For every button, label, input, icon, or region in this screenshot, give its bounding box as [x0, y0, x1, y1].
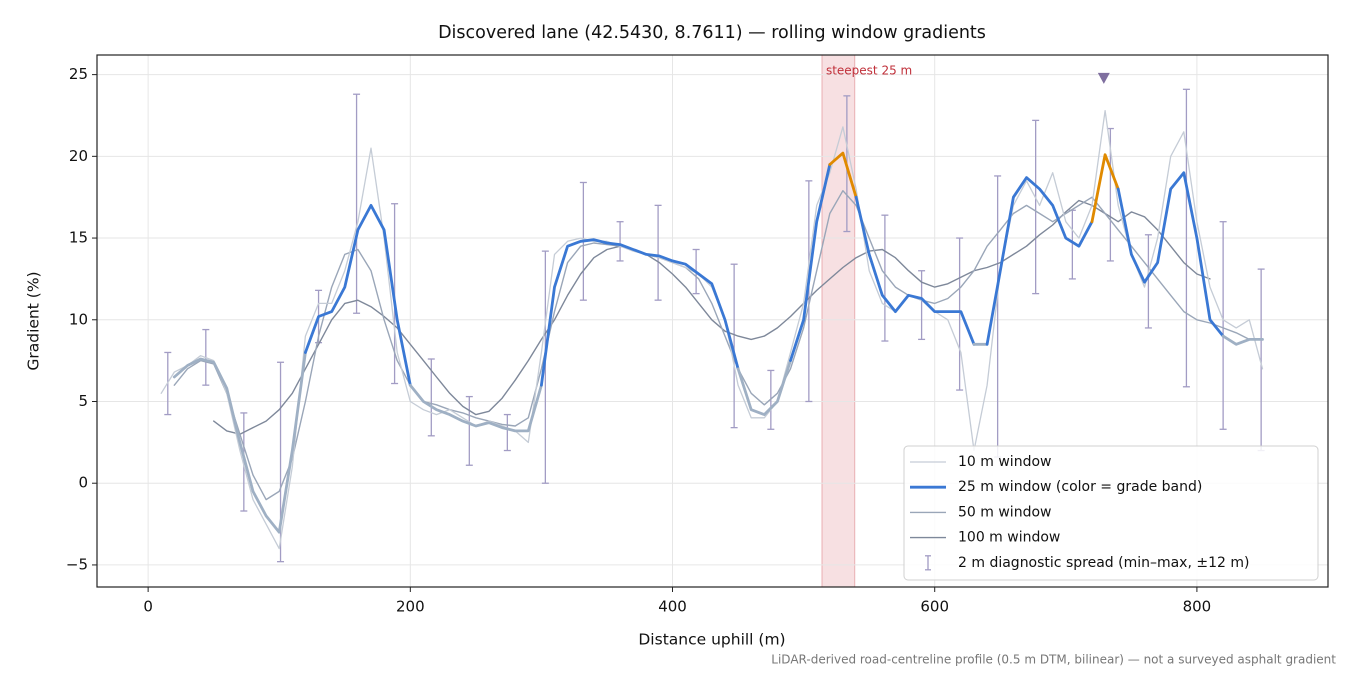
error-bar [805, 180, 813, 403]
error-bar [654, 204, 662, 301]
error-bar [1257, 268, 1265, 452]
error-bar [353, 93, 361, 314]
series-line-band [1221, 334, 1264, 346]
x-tick-label: 400 [658, 598, 687, 616]
error-bar [465, 395, 473, 466]
footnote: LiDAR-derived road-centreline profile (0… [771, 653, 1336, 667]
series-line-band [1116, 171, 1225, 338]
y-tick-label: 25 [69, 65, 88, 83]
legend-label: 25 m window (color = grade band) [958, 479, 1202, 495]
y-tick-label: 20 [69, 147, 88, 165]
plot-frame [96, 54, 1329, 588]
series-line-band [304, 204, 412, 387]
error-bar [956, 237, 964, 391]
series-line-band [540, 238, 740, 387]
chart-title: Discovered lane (42.5430, 8.7611) — roll… [438, 23, 986, 43]
series-line-band [1090, 153, 1120, 224]
error-bar [616, 221, 624, 262]
error-bar [1032, 119, 1040, 295]
error-bar [918, 270, 926, 341]
y-tick-label: 10 [69, 310, 88, 328]
series-line-band [172, 351, 307, 534]
y-tick-label: 0 [78, 474, 88, 492]
y-tick-label: −5 [66, 555, 88, 573]
legend-label: 2 m diagnostic spread (min–max, ±12 m) [958, 555, 1249, 571]
highlight-label: steepest 25 m [826, 64, 912, 78]
series-line-band [828, 151, 858, 199]
x-tick-label: 600 [920, 598, 949, 616]
error-bar [503, 413, 511, 452]
legend-label: 100 m window [958, 530, 1060, 546]
series-line [213, 199, 1211, 435]
error-bar [541, 250, 549, 484]
series-line-band [408, 383, 543, 433]
error-bar [427, 358, 435, 437]
x-tick-label: 800 [1183, 598, 1212, 616]
legend-label: 50 m window [958, 504, 1051, 520]
y-tick-label: 15 [69, 229, 88, 247]
error-bar [881, 214, 889, 342]
series-line-band [854, 195, 976, 346]
series-line-band [789, 163, 832, 362]
error-bar [1182, 88, 1190, 388]
legend-box [903, 445, 1319, 581]
legend-label: 10 m window [958, 454, 1051, 470]
x-tick-label: 200 [396, 598, 425, 616]
series-line-band [985, 176, 1094, 346]
x-tick-label: 0 [143, 598, 153, 616]
highlight-span [821, 54, 856, 588]
error-bar [1144, 234, 1152, 329]
peak-marker [1097, 72, 1110, 84]
y-axis-label: Gradient (%) [25, 271, 43, 370]
y-tick-label: 5 [78, 392, 88, 410]
x-axis-label: Distance uphill (m) [638, 631, 785, 649]
series-line-band [736, 359, 792, 416]
error-bar [730, 263, 738, 429]
error-bar [1219, 221, 1227, 430]
